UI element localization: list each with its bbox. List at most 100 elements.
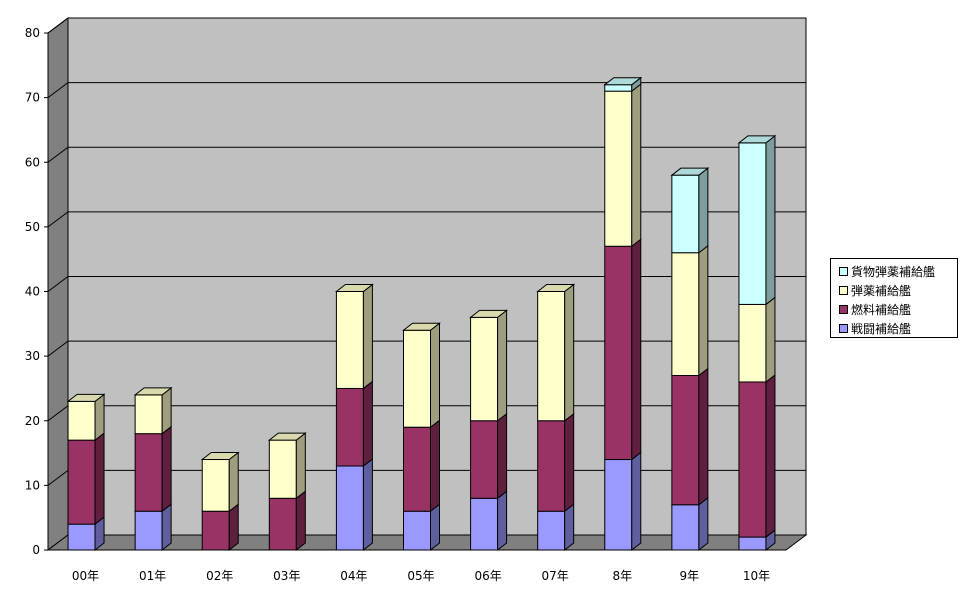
chart-bars bbox=[66, 76, 777, 552]
bar-segment-front bbox=[671, 174, 700, 254]
bar-segment bbox=[537, 283, 575, 422]
bar-segment-front bbox=[134, 510, 163, 551]
y-tick-label: 50 bbox=[25, 220, 40, 234]
bar-segment-side bbox=[94, 393, 105, 442]
bar-segment-side bbox=[362, 380, 373, 468]
legend-swatch bbox=[839, 324, 848, 333]
bar-segment-front bbox=[67, 400, 96, 441]
bar-top bbox=[603, 77, 643, 86]
bar-segment bbox=[403, 419, 440, 513]
bar-segment bbox=[671, 367, 709, 506]
bar-segment-front bbox=[268, 497, 297, 551]
y-tick-label: 0 bbox=[32, 543, 40, 557]
bar-segment-side bbox=[228, 503, 239, 552]
bar-segment-front bbox=[604, 90, 633, 247]
y-axis-ticks: 0 10 20 30 40 50 60 70 80 bbox=[25, 26, 49, 557]
bar-segment-side bbox=[698, 496, 709, 552]
bar-segment bbox=[671, 496, 709, 552]
bar-segment-front bbox=[738, 381, 767, 538]
bar-top bbox=[267, 432, 307, 441]
gridline bbox=[47, 276, 806, 292]
bar-top bbox=[402, 322, 441, 331]
bar-segment-side bbox=[564, 412, 575, 513]
gridline bbox=[47, 82, 806, 99]
bar-segment bbox=[268, 490, 306, 552]
legend-item-cargo-ammo-ship: 貨物弾薬補給艦 bbox=[839, 262, 957, 281]
bar-top bbox=[133, 387, 173, 396]
bar-segment bbox=[738, 373, 776, 539]
bar-segment-front bbox=[403, 426, 431, 512]
bar-segment-side bbox=[497, 490, 508, 552]
legend-label: 弾薬補給艦 bbox=[851, 284, 912, 298]
bar-segment-front bbox=[403, 329, 431, 428]
bar-segment bbox=[537, 412, 575, 513]
bar-segment-front bbox=[67, 523, 96, 551]
bar-segment-front bbox=[403, 510, 431, 551]
bar-segment-side bbox=[564, 283, 575, 422]
gridline bbox=[47, 17, 806, 34]
bar-segment-side bbox=[295, 490, 306, 552]
bar-segment bbox=[335, 457, 373, 552]
bar-segment-front bbox=[134, 394, 163, 435]
legend-label: 戦闘補給艦 bbox=[851, 322, 912, 336]
bar-segment-side bbox=[631, 451, 642, 552]
bar-segment-side bbox=[631, 238, 642, 461]
bar-segment-front bbox=[470, 316, 499, 422]
bar-segment bbox=[470, 490, 508, 552]
y-tick-label: 40 bbox=[25, 285, 40, 299]
bar-segment-side bbox=[765, 296, 776, 383]
bar-segment bbox=[537, 503, 575, 552]
bar-segment-front bbox=[470, 420, 499, 499]
bar-segment-front bbox=[604, 84, 633, 92]
bar-segment bbox=[268, 432, 306, 500]
bar-segment bbox=[67, 432, 105, 526]
x-tick-label: 8年 bbox=[612, 569, 632, 583]
bar-segment-side bbox=[228, 451, 239, 513]
bar-segment-side bbox=[765, 134, 776, 306]
bar-segment-front bbox=[67, 439, 96, 525]
bar-segment-front bbox=[671, 252, 700, 377]
y-tick-label: 80 bbox=[25, 26, 40, 40]
x-tick-label: 01年 bbox=[139, 569, 166, 583]
bar-segment-side bbox=[430, 322, 440, 429]
bar-top bbox=[670, 167, 710, 176]
x-axis-ticks: 00年 01年 02年 03年 04年 05年 06年 07年 8年 9年 10年 bbox=[72, 569, 770, 583]
bar-segment-side bbox=[362, 457, 373, 552]
bar-top bbox=[66, 393, 106, 402]
bar-segment-side bbox=[631, 83, 642, 248]
bar-segment-front bbox=[268, 439, 297, 499]
bar-segment bbox=[335, 380, 373, 468]
legend-label: 燃料補給艦 bbox=[851, 303, 912, 317]
bar-segment-front bbox=[604, 245, 633, 461]
x-tick-label: 00年 bbox=[72, 569, 99, 583]
bar-top bbox=[200, 452, 240, 461]
bar-segment-side bbox=[564, 503, 575, 552]
bar-segment bbox=[201, 451, 239, 513]
y-tick-label: 20 bbox=[25, 414, 40, 428]
bar-segment bbox=[470, 309, 508, 422]
bar-segment-front bbox=[537, 291, 566, 422]
legend-swatch bbox=[839, 267, 848, 276]
bar-segment bbox=[67, 516, 105, 552]
bar-segment-front bbox=[335, 291, 364, 389]
legend-swatch bbox=[839, 286, 848, 295]
bar-segment-side bbox=[161, 425, 172, 513]
bar-segment-front bbox=[537, 510, 566, 551]
y-tick-label: 70 bbox=[25, 91, 40, 105]
bar-segment-front bbox=[671, 504, 700, 551]
bar-segment bbox=[67, 393, 105, 442]
x-tick-label: 07年 bbox=[542, 569, 569, 583]
bar-segment-side bbox=[161, 503, 172, 552]
bar-top bbox=[737, 135, 777, 144]
bar-segment bbox=[604, 83, 642, 248]
bar-segment-front bbox=[201, 459, 230, 512]
bar-segment-side bbox=[430, 503, 440, 552]
x-tick-label: 9年 bbox=[680, 569, 700, 583]
legend-item-combat-support-ship: 戦闘補給艦 bbox=[839, 319, 957, 338]
y-tick-label: 30 bbox=[25, 349, 40, 363]
bar-segment-front bbox=[738, 303, 767, 383]
gridline bbox=[47, 211, 806, 228]
bar-segment bbox=[671, 167, 709, 254]
x-tick-label: 06年 bbox=[474, 569, 501, 583]
